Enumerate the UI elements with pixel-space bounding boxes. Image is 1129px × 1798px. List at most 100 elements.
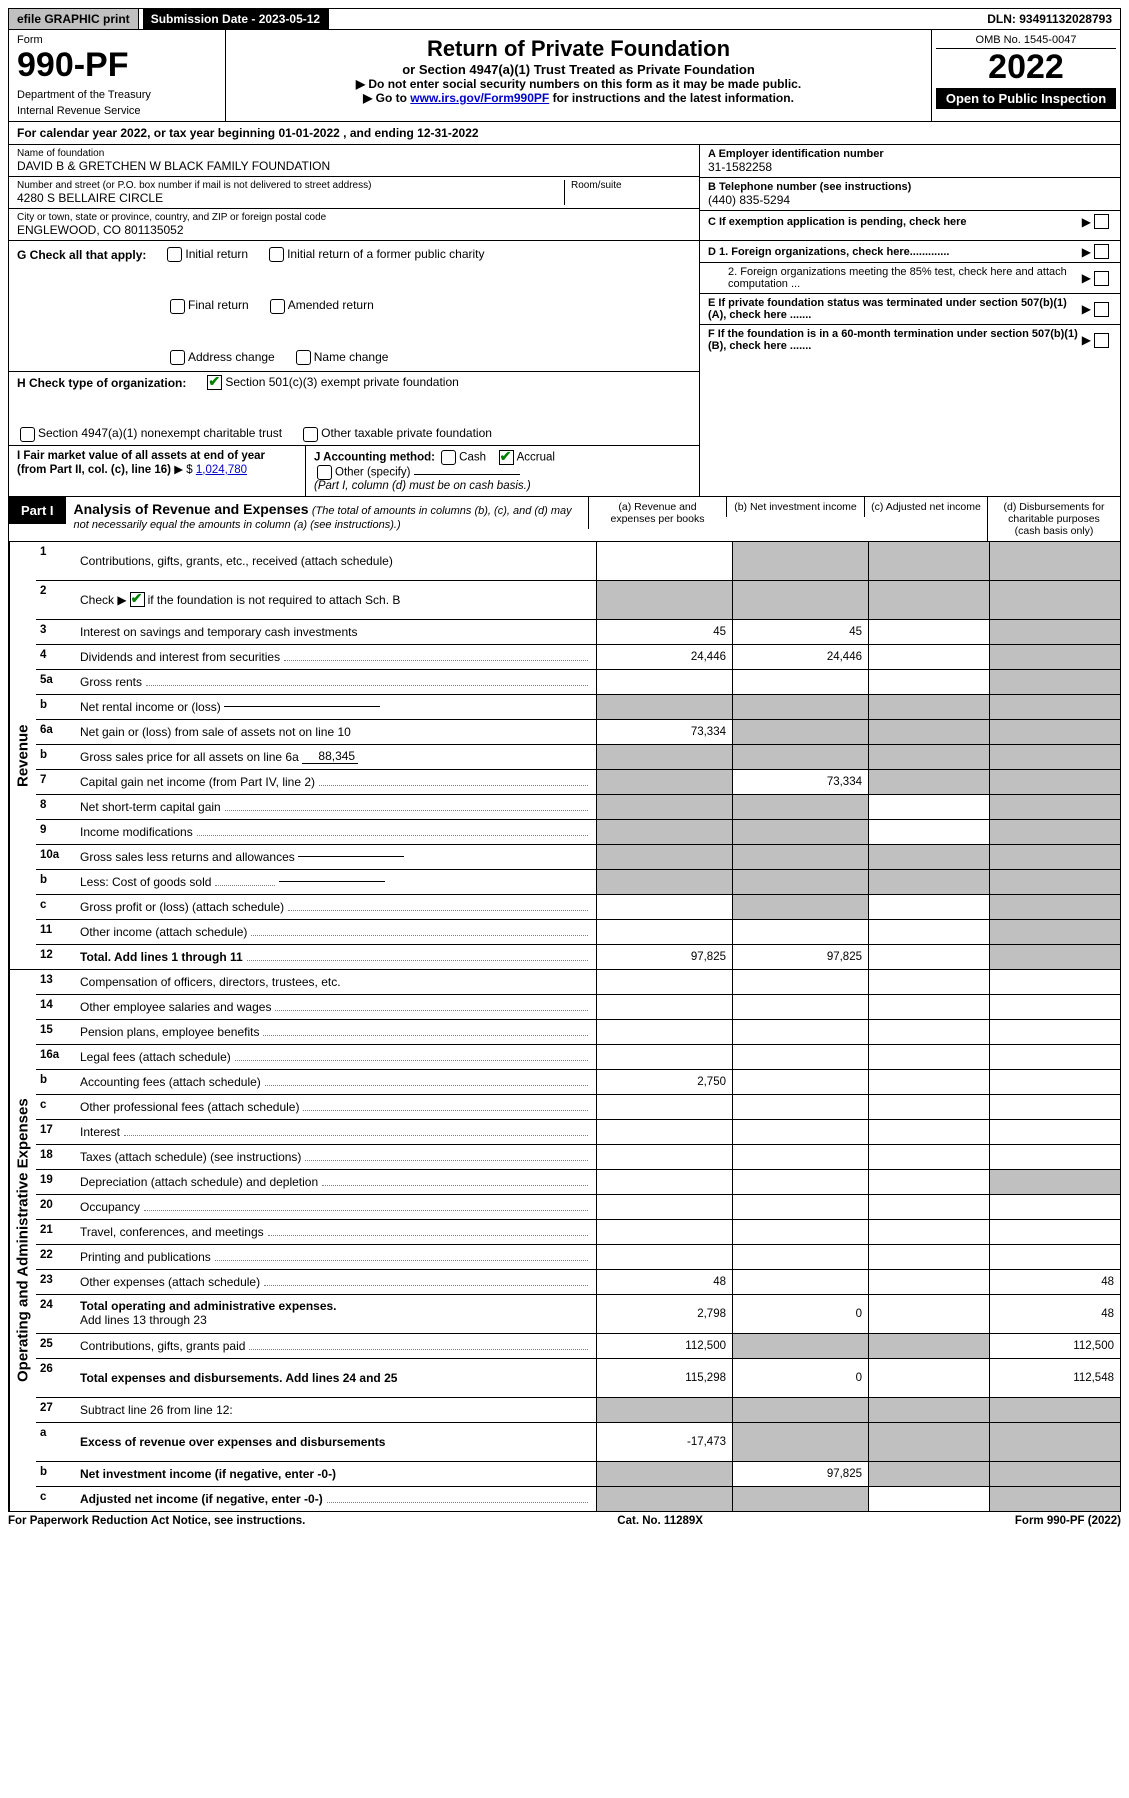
addr-label: Number and street (or P.O. box number if… [17,180,564,191]
d1-row: D 1. Foreign organizations, check here..… [700,241,1120,263]
f-check[interactable] [1094,333,1109,348]
g-check-amended[interactable] [270,299,285,314]
expenses-table: Operating and Administrative Expenses 13… [8,970,1121,1512]
g-check-final[interactable] [170,299,185,314]
exemption-cell: C If exemption application is pending, c… [700,211,1120,232]
row-8: 8Net short-term capital gain [36,795,1120,820]
row-2: 2 Check ▶ if the foundation is not requi… [36,581,1120,620]
row-9: 9Income modifications [36,820,1120,845]
foundation-name: DAVID B & GRETCHEN W BLACK FAMILY FOUNDA… [17,159,691,173]
g-check-name[interactable] [296,350,311,365]
irs-link[interactable]: www.irs.gov/Form990PF [410,91,549,105]
row-7: 7Capital gain net income (from Part IV, … [36,770,1120,795]
h-opt3: Other taxable private foundation [300,426,492,441]
row-13: 13Compensation of officers, directors, t… [36,970,1120,995]
d1-check[interactable] [1094,244,1109,259]
foundation-name-cell: Name of foundation DAVID B & GRETCHEN W … [9,145,699,177]
expenses-side-label: Operating and Administrative Expenses [9,970,36,1511]
header-center: Return of Private Foundation or Section … [226,30,931,121]
j-accrual-check[interactable] [499,450,514,465]
row-27c: cAdjusted net income (if negative, enter… [36,1487,1120,1511]
header-right: OMB No. 1545-0047 2022 Open to Public In… [931,30,1120,121]
i-cell: I Fair market value of all assets at end… [9,446,306,496]
j-cash-check[interactable] [441,450,456,465]
i-arrow: ▶ $ [174,464,196,476]
e-check[interactable] [1094,302,1109,317]
ein-label: A Employer identification number [708,148,1112,160]
row-24: 24 Total operating and administrative ex… [36,1295,1120,1334]
row-19: 19Depreciation (attach schedule) and dep… [36,1170,1120,1195]
j-accrual-label: Accrual [517,451,555,463]
row-24b-desc: Add lines 13 through 23 [80,1313,207,1327]
row-17: 17Interest [36,1120,1120,1145]
j-cash-label: Cash [459,451,486,463]
part1-title: Analysis of Revenue and Expenses [74,501,309,517]
row-6a-desc: Net gain or (loss) from sale of assets n… [76,720,596,744]
col-d-header: (d) Disbursements for charitable purpose… [987,497,1120,541]
open-to-public: Open to Public Inspection [936,88,1116,109]
city-label: City or town, state or province, country… [17,212,691,223]
row-11: 11Other income (attach schedule) [36,920,1120,945]
col-b-header: (b) Net investment income [726,497,864,517]
dept-treasury: Department of the Treasury [17,89,217,101]
revenue-table: Revenue 1 Contributions, gifts, grants, … [8,542,1121,970]
c-checkbox[interactable] [1094,214,1109,229]
d2-label: 2. Foreign organizations meeting the 85%… [708,266,1082,290]
ij-row: I Fair market value of all assets at end… [9,446,699,496]
instr2-suffix: for instructions and the latest informat… [549,91,794,105]
col-c-header: (c) Adjusted net income [864,497,987,517]
h-check-501c3[interactable] [207,375,222,390]
revenue-rows: 1 Contributions, gifts, grants, etc., re… [36,542,1120,969]
g-check-initial-former[interactable] [269,247,284,262]
top-bar: efile GRAPHIC print Submission Date - 20… [8,8,1121,30]
arrow-icon: ▶ [1082,215,1091,229]
expenses-rows: 13Compensation of officers, directors, t… [36,970,1120,1511]
g-check-addr[interactable] [170,350,185,365]
j-note: (Part I, column (d) must be on cash basi… [314,480,531,492]
city-cell: City or town, state or province, country… [9,209,699,240]
row-3: 3Interest on savings and temporary cash … [36,620,1120,645]
phone-cell: B Telephone number (see instructions) (4… [700,178,1120,211]
row-22: 22Printing and publications [36,1245,1120,1270]
g-opt-addr: Address change [167,350,275,365]
address-cell: Number and street (or P.O. box number if… [9,177,699,209]
row-6a: 6aNet gain or (loss) from sale of assets… [36,720,1120,745]
row-5a-desc: Gross rents [80,675,142,689]
g-opt-initial-former: Initial return of a former public charit… [266,247,484,262]
row-2-desc: Check ▶ if the foundation is not require… [76,581,596,619]
h-check-other[interactable] [303,427,318,442]
schb-check[interactable] [130,592,145,607]
efile-print-button[interactable]: efile GRAPHIC print [9,9,139,29]
form-subtitle: or Section 4947(a)(1) Trust Treated as P… [232,62,925,77]
h-opt1: Section 501(c)(3) exempt private foundat… [204,375,458,390]
row-25: 25Contributions, gifts, grants paid 112,… [36,1334,1120,1359]
f-row: F If the foundation is in a 60-month ter… [700,325,1120,355]
j-other-check[interactable] [317,465,332,480]
row-10a-desc: Gross sales less returns and allowances [80,850,295,864]
ghij-left: G Check all that apply: Initial return I… [9,241,700,496]
row-10c: cGross profit or (loss) (attach schedule… [36,895,1120,920]
ein-cell: A Employer identification number 31-1582… [700,145,1120,178]
row-10b-desc: Less: Cost of goods sold [80,875,211,889]
ghij-right: D 1. Foreign organizations, check here..… [700,241,1120,496]
row-13-desc: Compensation of officers, directors, tru… [76,970,596,994]
phone-label: B Telephone number (see instructions) [708,181,1112,193]
row-15: 15Pension plans, employee benefits [36,1020,1120,1045]
row-16c: cOther professional fees (attach schedul… [36,1095,1120,1120]
part1-label: Part I [9,497,66,524]
e-row: E If private foundation status was termi… [700,294,1120,325]
row-8-desc: Net short-term capital gain [80,800,221,814]
row-27b: bNet investment income (if negative, ent… [36,1462,1120,1487]
j-cell: J Accounting method: Cash Accrual Other … [306,446,699,496]
g-opt-initial: Initial return [164,247,248,262]
row-16a: 16aLegal fees (attach schedule) [36,1045,1120,1070]
instruction-2: ▶ Go to www.irs.gov/Form990PF for instru… [232,91,925,105]
room-label: Room/suite [571,180,691,191]
g-check-initial[interactable] [167,247,182,262]
g-label: G Check all that apply: [17,248,146,262]
h-opt2: Section 4947(a)(1) nonexempt charitable … [17,426,282,441]
d2-check[interactable] [1094,271,1109,286]
submission-date: Submission Date - 2023-05-12 [143,9,329,29]
h-check-4947[interactable] [20,427,35,442]
d1-label: D 1. Foreign organizations, check here..… [708,246,1082,258]
